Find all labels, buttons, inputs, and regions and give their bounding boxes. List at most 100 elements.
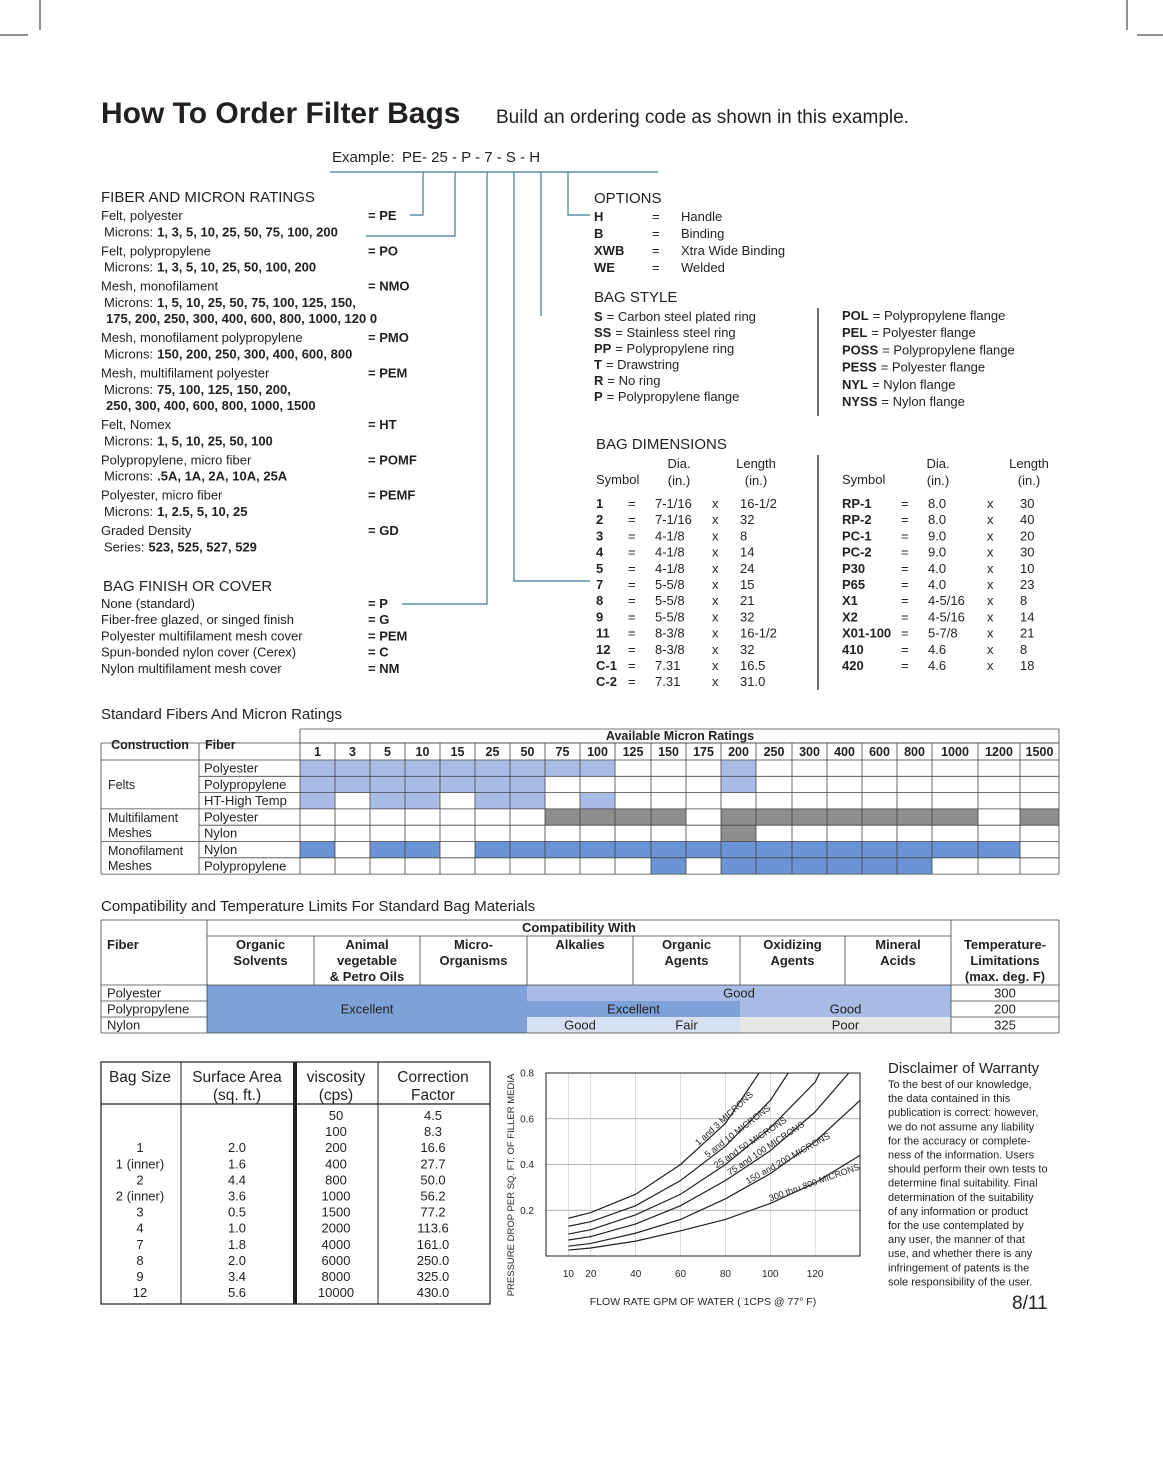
dim-cell: x <box>712 658 719 673</box>
table-cell: 1 (inner) <box>116 1156 164 1171</box>
dim-cell: 3 <box>596 528 603 543</box>
compat-rating: Good <box>723 986 755 1001</box>
cell-fill <box>756 857 792 875</box>
cell-fill <box>440 776 475 793</box>
column-header: Fiber <box>107 937 139 952</box>
dim-cell: x <box>987 577 994 592</box>
fiber-name: Polypropylene <box>204 777 286 792</box>
dim-cell: 7.31 <box>655 658 680 673</box>
cell-fill <box>527 985 951 1001</box>
dim-cell: = <box>901 545 909 560</box>
fiber-name: Polyester, micro fiber <box>101 488 223 503</box>
fiber-name: Polyester <box>107 986 162 1001</box>
x-tick-label: 120 <box>807 1269 824 1280</box>
dim-header: (in.) <box>1018 473 1040 488</box>
dim-cell: 7-1/16 <box>655 496 692 511</box>
finish-name: Nylon multifilament mesh cover <box>101 661 282 676</box>
dim-header: (in.) <box>668 473 690 488</box>
table-cell: 2.0 <box>228 1253 246 1268</box>
cell-fill <box>978 841 1020 858</box>
cell-fill <box>932 841 978 858</box>
dim-cell: 8 <box>596 593 603 608</box>
dim-cell: 5-5/8 <box>655 577 685 592</box>
dim-cell: 16-1/2 <box>740 496 777 511</box>
dim-header: Symbol <box>842 472 885 487</box>
construction-name: Multifilament <box>108 811 179 825</box>
style-desc: = Polyester flange <box>881 360 985 375</box>
dim-cell: RP-1 <box>842 496 872 511</box>
column-header: vegetable <box>337 953 397 968</box>
cell-fill <box>897 841 932 858</box>
dim-cell: 4 <box>596 545 604 560</box>
style-desc: = Polypropylene flange <box>607 389 740 404</box>
dim-cell: = <box>901 512 909 527</box>
dim-cell: 40 <box>1020 512 1034 527</box>
column-header: viscosity <box>307 1069 366 1086</box>
option-code: WE <box>594 260 615 275</box>
dim-cell: = <box>628 674 636 689</box>
style-desc: = Drawstring <box>606 357 679 372</box>
y-tick-label: 0.4 <box>520 1160 534 1171</box>
dim-cell: 8 <box>1020 593 1027 608</box>
micron-header: 50 <box>521 745 535 759</box>
micron-header: 75 <box>556 745 570 759</box>
cell-fill <box>527 1017 633 1033</box>
finish-name: None (standard) <box>101 596 195 611</box>
disclaimer-text: should perform their own tests to <box>888 1164 1048 1176</box>
fiber-name: Mesh, multifilament polyester <box>101 366 270 381</box>
thick-divider <box>293 1062 297 1304</box>
cell-fill <box>370 841 405 858</box>
micron-header: 250 <box>764 745 785 759</box>
cell-fill <box>475 792 510 809</box>
section-heading: BAG FINISH OR COVER <box>103 578 272 595</box>
table-cell: 50 <box>329 1108 343 1123</box>
option-desc: Xtra Wide Binding <box>681 243 785 258</box>
detail-label: Microns: <box>104 260 153 275</box>
dim-cell: 410 <box>842 642 864 657</box>
dim-cell: 32 <box>740 609 754 624</box>
dim-cell: x <box>987 626 994 641</box>
disclaimer-text: sole responsibility of the user. <box>888 1276 1032 1288</box>
compat-rating: Poor <box>832 1018 860 1033</box>
cell-fill <box>721 760 756 777</box>
finish-code: = G <box>368 612 389 627</box>
dim-cell: 9 <box>596 609 603 624</box>
dim-cell: x <box>987 561 994 576</box>
table-cell: 7 <box>136 1237 143 1252</box>
dim-cell: 14 <box>1020 609 1034 624</box>
dim-cell: = <box>628 528 636 543</box>
fiber-code: = NMO <box>368 279 410 294</box>
detail-label: Microns: <box>104 469 153 484</box>
micron-header: 3 <box>349 745 356 759</box>
dim-header: Dia. <box>667 456 690 471</box>
table-cell: 5.6 <box>228 1285 246 1300</box>
disclaimer-text: determination of the suitability <box>888 1192 1034 1204</box>
dim-cell: 30 <box>1020 496 1034 511</box>
compat-rating: Fair <box>675 1018 698 1033</box>
table-cell: 6000 <box>322 1253 351 1268</box>
disclaimer-text: determine final suitability. Final <box>888 1178 1038 1190</box>
micron-header: 1000 <box>941 745 969 759</box>
dim-cell: 4-5/16 <box>928 593 965 608</box>
detail-values: 75, 100, 125, 150, 200, <box>157 382 291 397</box>
table-cell: 1000 <box>322 1189 351 1204</box>
dim-cell: 11 <box>596 626 610 641</box>
micron-header: 5 <box>384 745 391 759</box>
cell-fill <box>580 808 615 826</box>
y-tick-label: 0.6 <box>520 1114 534 1125</box>
table-cell: 3.6 <box>228 1189 246 1204</box>
cell-fill <box>827 841 862 858</box>
dim-header: Symbol <box>596 472 639 487</box>
column-header: Micro- <box>454 937 493 952</box>
dim-cell: 4-5/16 <box>928 609 965 624</box>
table-cell: 12 <box>133 1285 147 1300</box>
cell-fill <box>475 776 510 793</box>
cell-fill <box>651 841 686 858</box>
cell-fill <box>827 857 862 875</box>
table-cell: 325.0 <box>417 1269 450 1284</box>
dim-cell: = <box>628 626 636 641</box>
cell-fill <box>335 776 370 793</box>
detail-values: 175, 200, 250, 300, 400, 600, 800, 1000,… <box>106 311 377 326</box>
dim-cell: 31.0 <box>740 674 765 689</box>
finish-code: = PEM <box>368 628 407 643</box>
